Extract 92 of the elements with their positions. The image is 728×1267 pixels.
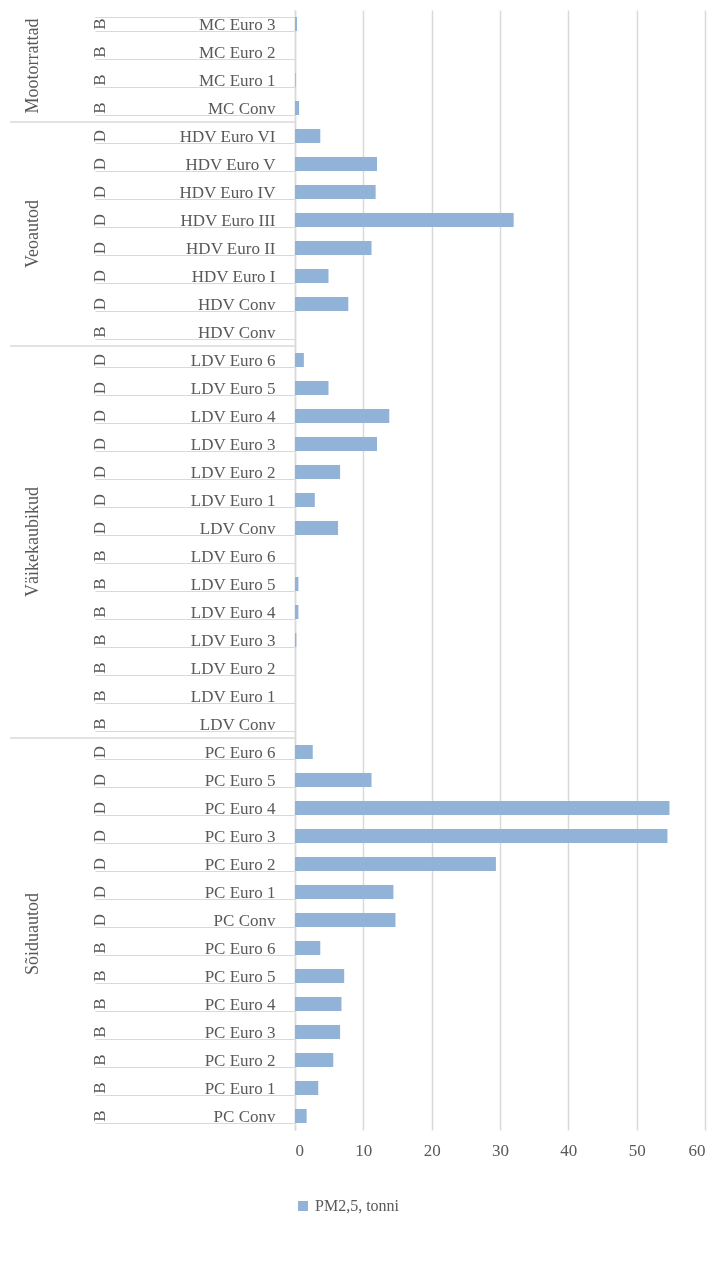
text: B: [90, 550, 109, 562]
y-tick-label: LDV Conv: [199, 518, 276, 538]
y-tick-label: LDV Euro 4: [190, 602, 276, 622]
text: D: [90, 129, 109, 143]
y-tick-label: HDV Euro I: [191, 266, 276, 286]
y-tick-label: LDV Euro 4: [190, 406, 276, 426]
y-tick-label: LDV Euro 3: [190, 434, 276, 454]
text: D: [90, 829, 109, 843]
text: B: [90, 18, 109, 30]
y-tick-label: PC Euro 4: [204, 798, 276, 818]
y-tick-label: HDV Euro VI: [179, 126, 276, 146]
text: D: [90, 241, 109, 255]
text: B: [90, 662, 109, 674]
y-tick-label: LDV Euro 2: [190, 462, 276, 482]
text: B: [90, 970, 109, 982]
text: B: [90, 634, 109, 646]
y-tick-label: PC Euro 5: [204, 770, 276, 790]
text: B: [90, 46, 109, 58]
text: B: [90, 578, 109, 590]
y-tick-label: PC Euro 5: [204, 966, 276, 986]
y-tick-label: PC Euro 3: [204, 1022, 276, 1042]
text: D: [90, 409, 109, 423]
y-tick-label: MC Conv: [207, 98, 276, 118]
text: D: [90, 465, 109, 479]
text: D: [90, 437, 109, 451]
text: B: [90, 74, 109, 86]
text: D: [90, 913, 109, 927]
text: D: [90, 493, 109, 507]
legend-label: PM2,5, tonni: [315, 1197, 400, 1214]
text: Veoautod: [22, 200, 42, 268]
text: D: [90, 157, 109, 171]
text: D: [90, 801, 109, 815]
y-tick-label: HDV Euro V: [185, 154, 277, 174]
y-tick-label: MC Euro 2: [199, 42, 276, 62]
y-tick-label: PC Euro 1: [204, 1078, 276, 1098]
text: D: [90, 745, 109, 759]
y-tick-label: LDV Euro 5: [190, 574, 276, 594]
y-tick-label: HDV Conv: [197, 294, 276, 314]
text: D: [90, 185, 109, 199]
y-tick-label: PC Euro 6: [204, 938, 276, 958]
y-tick-label: LDV Euro 5: [190, 378, 276, 398]
x-tick-label: 50: [628, 1140, 646, 1160]
x-tick-label: 60: [688, 1140, 706, 1160]
y-tick-label: LDV Euro 1: [190, 686, 276, 706]
text: D: [90, 297, 109, 311]
y-tick-label: HDV Euro IV: [179, 182, 277, 202]
y-tick-label: LDV Euro 6: [190, 546, 276, 566]
y-tick-label: PC Euro 2: [204, 1050, 276, 1070]
y-tick-label: LDV Euro 3: [190, 630, 276, 650]
y-tick-label: HDV Conv: [197, 322, 276, 342]
y-tick-label: HDV Euro III: [180, 210, 276, 230]
text: B: [90, 942, 109, 954]
y-tick-label: LDV Euro 1: [190, 490, 276, 510]
y-tick-label: LDV Euro 2: [190, 658, 276, 678]
text: B: [90, 1082, 109, 1094]
text: D: [90, 857, 109, 871]
x-tick-label: 30: [492, 1140, 509, 1160]
text: B: [90, 102, 109, 114]
y-tick-label: LDV Euro 6: [190, 350, 276, 370]
text: D: [90, 381, 109, 395]
y-tick-label: LDV Conv: [199, 714, 276, 734]
y-tick-label: PC Euro 1: [204, 882, 276, 902]
y-tick-label: PC Euro 6: [204, 742, 276, 762]
text: D: [90, 885, 109, 899]
y-tick-label: PC Euro 3: [204, 826, 276, 846]
y-tick-label: MC Euro 1: [199, 70, 276, 90]
x-tick-label: 10: [355, 1140, 373, 1160]
x-tick-label: 20: [423, 1140, 441, 1160]
text: D: [90, 521, 109, 535]
y-tick-label: MC Euro 3: [199, 14, 276, 34]
y-tick-label: HDV Euro II: [186, 238, 276, 258]
text: B: [90, 326, 109, 338]
text: Mootorrattad: [22, 18, 42, 114]
text: B: [90, 690, 109, 702]
text: B: [90, 1110, 109, 1122]
text: B: [90, 998, 109, 1010]
y-tick-label: PC Euro 2: [204, 854, 276, 874]
text: D: [90, 353, 109, 367]
text: B: [90, 1054, 109, 1066]
text: Väikekaubikud: [22, 487, 42, 597]
text: D: [90, 773, 109, 787]
text: D: [90, 269, 109, 283]
text: D: [90, 213, 109, 227]
y-tick-label: PC Conv: [213, 1106, 276, 1126]
y-tick-label: PC Conv: [213, 910, 276, 930]
text: B: [90, 606, 109, 618]
text: B: [90, 718, 109, 730]
y-tick-label: PC Euro 4: [204, 994, 276, 1014]
text: Sõiduautod: [22, 892, 42, 976]
text: B: [90, 1026, 109, 1038]
x-tick-label: 40: [560, 1140, 578, 1160]
x-tick-label: 0: [295, 1140, 304, 1160]
